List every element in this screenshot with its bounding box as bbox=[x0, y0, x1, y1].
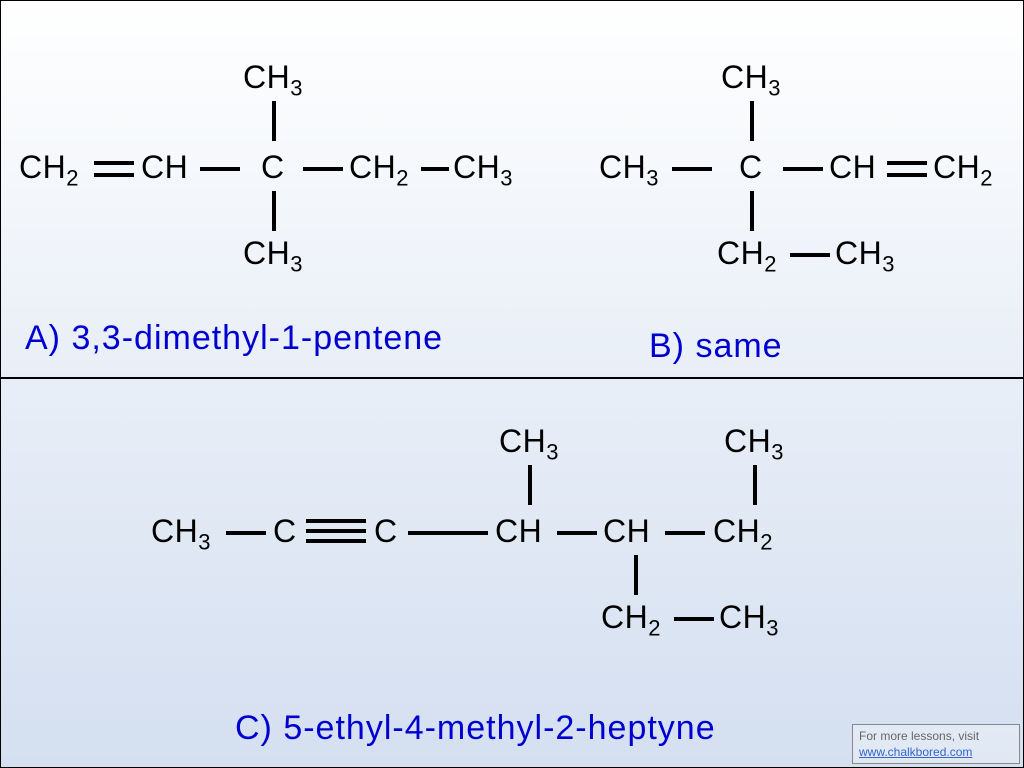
bond-v bbox=[750, 101, 754, 141]
mol-b-g2: C bbox=[739, 149, 763, 186]
bond-h bbox=[674, 617, 714, 621]
bond-v bbox=[528, 465, 532, 505]
mol-a-g2: CH bbox=[141, 149, 188, 186]
mol-c-sub-bl: CH2 bbox=[601, 599, 661, 641]
footer-link[interactable]: www.chalkbored.com bbox=[859, 745, 972, 759]
bond-h bbox=[672, 167, 712, 171]
bond-h bbox=[557, 531, 597, 535]
mol-a-g5: CH3 bbox=[453, 149, 513, 191]
mol-b-g4: CH2 bbox=[933, 149, 993, 191]
mol-c-g5: CH bbox=[603, 513, 650, 550]
mol-b-sub-top: CH3 bbox=[721, 59, 781, 101]
mol-b-sub-br: CH3 bbox=[835, 235, 895, 277]
mol-b-sub-bl: CH2 bbox=[717, 235, 777, 277]
footer-box: For more lessons, visit www.chalkbored.c… bbox=[852, 724, 1020, 764]
mol-c-g4: CH bbox=[495, 513, 542, 550]
bond-v bbox=[634, 555, 638, 595]
mol-c-g2: C bbox=[273, 513, 297, 550]
bond-v bbox=[753, 465, 757, 505]
answer-a: A) 3,3-dimethyl-1-pentene bbox=[25, 319, 443, 358]
mol-c-sub-t6: CH3 bbox=[724, 423, 784, 465]
mol-c-g1: CH3 bbox=[151, 513, 211, 555]
bond-h bbox=[200, 167, 240, 171]
mol-a-g4: CH2 bbox=[349, 149, 409, 191]
mol-b-g1: CH3 bbox=[599, 149, 659, 191]
mol-a-sub-bot: CH3 bbox=[243, 235, 303, 277]
bond-v bbox=[272, 191, 276, 231]
bond-h bbox=[303, 167, 343, 171]
bond-h bbox=[665, 531, 705, 535]
mol-a-g1: CH2 bbox=[19, 149, 79, 191]
bond-v bbox=[750, 191, 754, 231]
mol-a-sub-top: CH3 bbox=[243, 59, 303, 101]
mol-c-sub-br: CH3 bbox=[719, 599, 779, 641]
mol-c-g3: C bbox=[374, 513, 398, 550]
bottom-panel: CH3 CH3 CH3 C C CH CH CH2 CH2 CH3 C) 5-e… bbox=[1, 379, 1023, 767]
top-panel: CH3 CH2 CH C CH2 CH3 CH3 CH3 CH3 C CH CH… bbox=[1, 1, 1023, 379]
bond-h bbox=[408, 531, 488, 535]
mol-c-sub-t4: CH3 bbox=[499, 423, 559, 465]
mol-a-g3: C bbox=[261, 149, 285, 186]
mol-b-g3: CH bbox=[829, 149, 876, 186]
footer-line1: For more lessons, visit bbox=[859, 729, 1013, 745]
mol-c-g6: CH2 bbox=[713, 513, 773, 555]
bond-h bbox=[790, 253, 830, 257]
answer-c: C) 5-ethyl-4-methyl-2-heptyne bbox=[235, 709, 716, 748]
bond-v bbox=[272, 101, 276, 141]
bond-h bbox=[226, 531, 266, 535]
bond-h bbox=[783, 167, 823, 171]
bond-h bbox=[421, 167, 449, 171]
answer-b: B) same bbox=[649, 327, 783, 366]
